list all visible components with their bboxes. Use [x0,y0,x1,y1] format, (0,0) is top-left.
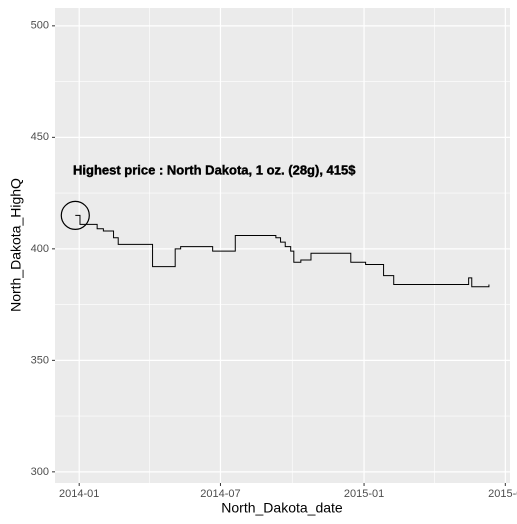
y-tick-label: 400 [31,243,49,255]
x-tick-label: 2014-07 [200,488,240,500]
y-tick-label: 350 [31,354,49,366]
x-tick-label: 2015-01 [344,488,384,500]
x-tick-label: 2015-0 [488,488,517,500]
plot-panel [55,8,510,483]
y-tick-label: 500 [31,20,49,32]
y-axis-label: North_Dakota_HighQ [8,178,24,312]
highlight-circle [60,200,90,230]
x-axis-label: North_Dakota_date [221,500,343,516]
y-tick-label: 300 [31,466,49,478]
line [75,214,490,288]
x-tick-label: 2014-01 [59,488,99,500]
y-tick-label: 450 [31,131,49,143]
annotation: Highest price : North Dakota, 1 oz. (28g… [73,162,356,177]
